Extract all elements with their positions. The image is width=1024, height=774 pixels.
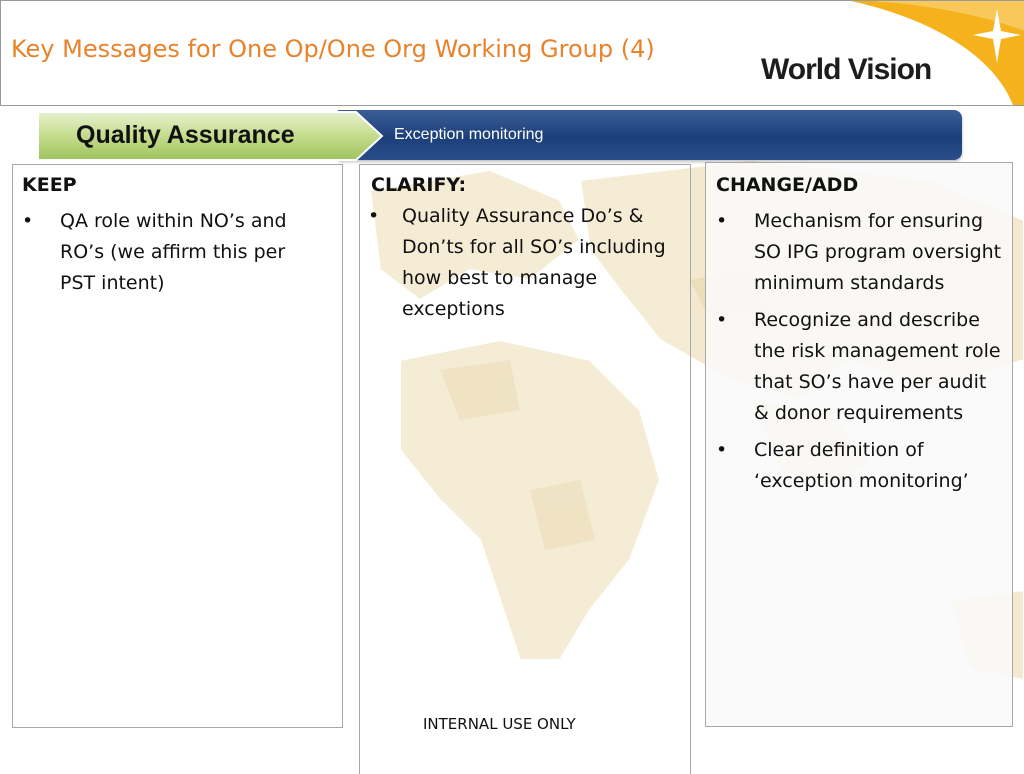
bullet-icon: • [22,210,34,232]
banner-subtitle: Exception monitoring [394,126,544,143]
bullet-icon: • [716,309,728,331]
list-item: • Mechanism for ensuring SO IPG program … [716,206,1002,299]
banner-subtitle-bar: Exception monitoring [338,110,962,160]
change-add-list: • Mechanism for ensuring SO IPG program … [716,206,1002,497]
keep-column: KEEP • QA role within NO’s and RO’s (we … [12,164,343,728]
clarify-list: • Quality Assurance Do’s & Don’ts for al… [368,201,668,325]
change-add-column: CHANGE/ADD • Mechanism for ensuring SO I… [705,162,1013,727]
section-banner: Exception monitoring Quality Assurance [38,110,964,162]
bullet-icon: • [368,205,380,227]
keep-list: • QA role within NO’s and RO’s (we affir… [22,206,322,299]
clarify-column: CLARIFY: • Quality Assurance Do’s & Don’… [359,164,691,774]
world-vision-logo: World Vision [761,53,932,86]
header-bar: Key Messages for One Op/One Org Working … [0,0,1024,106]
change-add-heading: CHANGE/ADD [716,174,859,196]
slide-title: Key Messages for One Op/One Org Working … [11,35,655,63]
world-vision-swoosh-icon [851,1,1024,105]
banner-label: Quality Assurance [76,121,295,149]
list-item: • Quality Assurance Do’s & Don’ts for al… [368,201,668,325]
banner-arrow-shape [38,111,384,161]
keep-heading: KEEP [22,174,77,196]
bullet-icon: • [716,210,728,232]
bullet-icon: • [716,439,728,461]
list-item: • Recognize and describe the risk manage… [716,305,1002,429]
list-item: • QA role within NO’s and RO’s (we affir… [22,206,322,299]
list-item: • Clear definition of ‘exception monitor… [716,435,1002,497]
clarify-heading: CLARIFY: [371,174,467,196]
footer-label: INTERNAL USE ONLY [423,715,576,733]
